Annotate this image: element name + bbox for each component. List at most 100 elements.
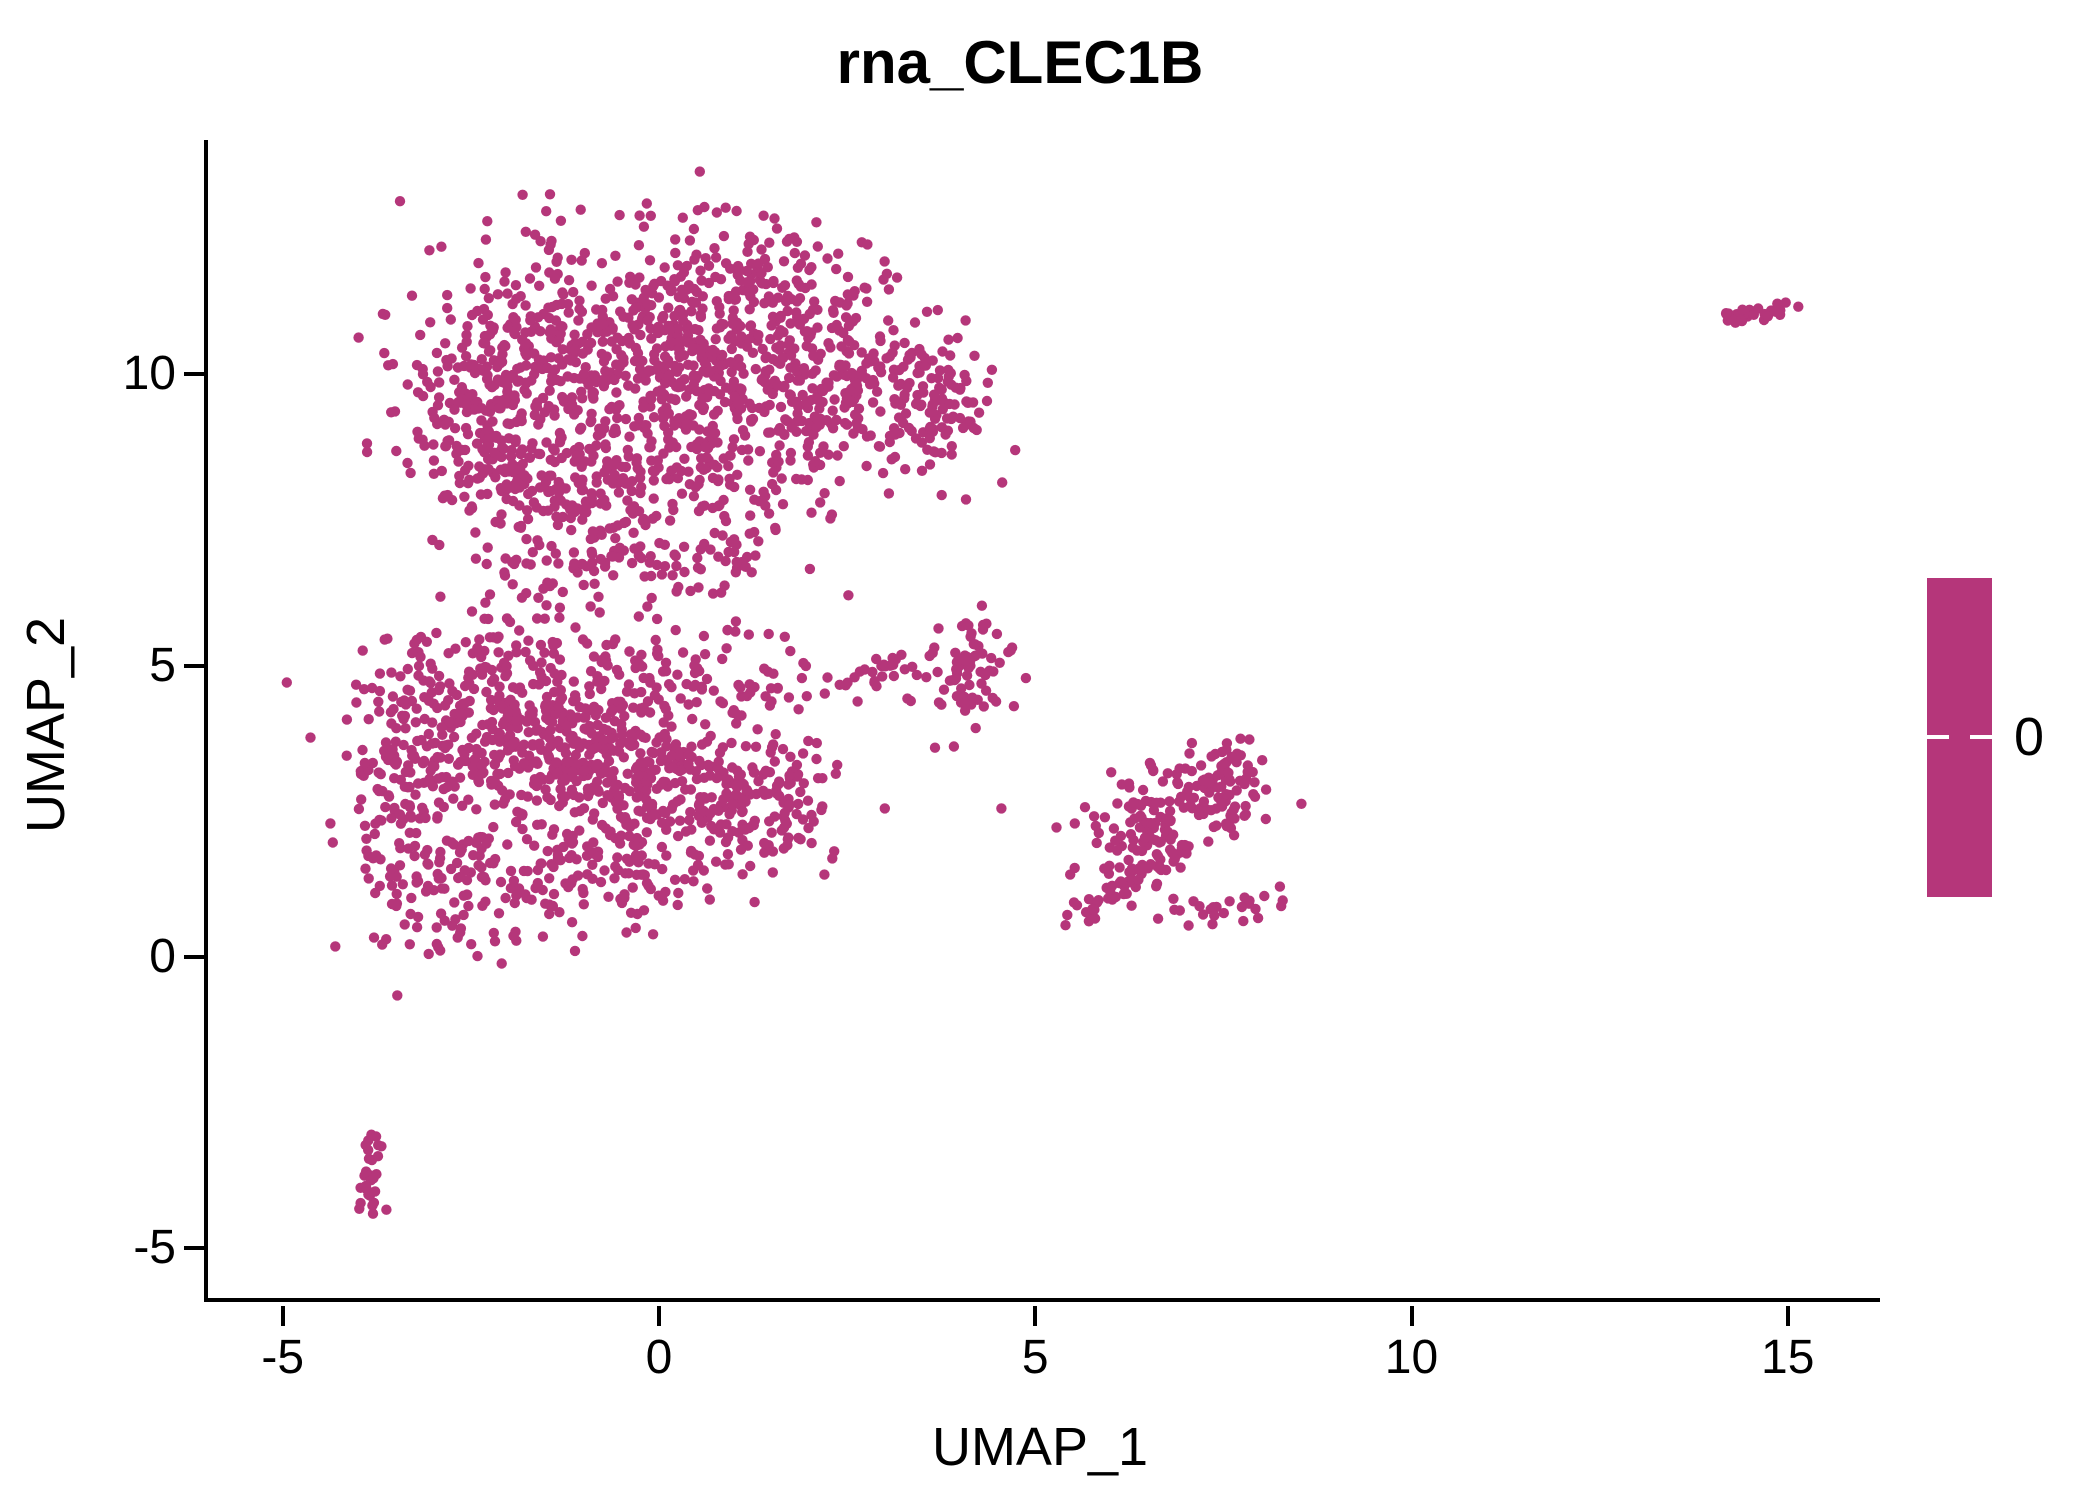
data-point xyxy=(545,741,556,752)
data-point xyxy=(885,660,896,671)
data-point xyxy=(760,691,771,702)
data-point xyxy=(590,710,601,721)
data-point xyxy=(634,272,645,283)
data-point xyxy=(1154,863,1165,874)
data-point xyxy=(768,275,779,287)
data-point xyxy=(677,647,689,658)
data-point xyxy=(1244,895,1255,906)
data-point xyxy=(646,333,657,344)
data-point xyxy=(517,823,528,835)
data-point xyxy=(500,892,511,904)
data-point xyxy=(483,293,494,304)
data-point xyxy=(535,326,546,337)
data-point xyxy=(775,401,787,413)
data-point xyxy=(767,311,779,322)
data-point xyxy=(673,380,684,391)
data-point xyxy=(714,301,725,313)
data-point xyxy=(568,547,580,558)
data-point xyxy=(818,441,829,452)
data-point xyxy=(463,900,474,912)
data-point xyxy=(678,541,690,552)
data-point xyxy=(372,1151,384,1162)
data-point xyxy=(1051,822,1062,833)
data-point xyxy=(428,439,439,450)
data-point xyxy=(716,360,727,371)
data-point xyxy=(619,889,630,900)
data-point xyxy=(986,652,997,664)
data-point xyxy=(488,927,499,939)
data-point xyxy=(736,444,748,456)
data-point xyxy=(691,385,702,397)
data-point xyxy=(502,381,513,392)
data-point xyxy=(385,863,397,874)
data-point xyxy=(752,724,763,735)
data-point xyxy=(511,293,522,304)
data-point xyxy=(547,636,558,648)
data-point xyxy=(574,792,585,803)
data-point xyxy=(766,827,777,838)
data-point xyxy=(387,691,399,702)
data-point xyxy=(719,396,731,408)
data-point xyxy=(1259,890,1270,902)
data-point xyxy=(871,386,883,397)
data-point xyxy=(823,449,834,460)
data-point xyxy=(797,748,809,759)
data-point xyxy=(785,751,796,762)
data-point xyxy=(669,310,680,322)
data-point xyxy=(1010,444,1021,456)
data-point xyxy=(582,841,593,852)
data-point xyxy=(684,409,695,420)
data-point xyxy=(1240,800,1251,812)
data-point xyxy=(765,683,777,694)
data-point xyxy=(488,673,500,685)
data-point xyxy=(743,629,754,640)
data-point xyxy=(406,647,418,659)
data-point xyxy=(367,1200,378,1211)
data-point xyxy=(811,737,822,749)
data-point xyxy=(392,990,403,1001)
data-point xyxy=(659,351,671,362)
data-point xyxy=(574,295,585,306)
data-point xyxy=(720,202,731,213)
data-point xyxy=(501,613,513,624)
data-point xyxy=(561,720,573,731)
data-point xyxy=(911,397,923,409)
data-point xyxy=(817,801,828,812)
data-point xyxy=(727,826,738,837)
data-point xyxy=(452,362,464,373)
data-point xyxy=(1216,800,1227,811)
data-point xyxy=(1770,306,1782,317)
data-point xyxy=(641,198,652,209)
data-point xyxy=(1198,796,1210,807)
data-point xyxy=(549,364,561,375)
data-point xyxy=(881,353,892,364)
data-point xyxy=(535,858,546,869)
data-point xyxy=(587,873,598,884)
data-point xyxy=(411,703,422,714)
data-point xyxy=(557,344,568,355)
data-point xyxy=(613,790,625,801)
data-point xyxy=(413,660,425,672)
data-point xyxy=(680,784,691,795)
data-point xyxy=(829,394,840,405)
data-point xyxy=(412,426,423,437)
data-point xyxy=(743,455,754,466)
data-point xyxy=(690,297,702,308)
data-point xyxy=(630,840,642,852)
data-point xyxy=(494,749,506,760)
data-point xyxy=(769,213,780,224)
data-point xyxy=(812,394,824,406)
x-tick-mark xyxy=(1785,1306,1790,1326)
data-point xyxy=(462,321,473,332)
data-point xyxy=(367,1208,379,1219)
data-point xyxy=(911,669,922,681)
data-point xyxy=(466,606,478,617)
data-point xyxy=(756,267,767,279)
data-point xyxy=(937,346,948,357)
data-point xyxy=(712,437,723,448)
data-point xyxy=(791,473,802,485)
data-point xyxy=(936,489,947,501)
data-point xyxy=(834,679,845,690)
data-point xyxy=(551,757,562,768)
